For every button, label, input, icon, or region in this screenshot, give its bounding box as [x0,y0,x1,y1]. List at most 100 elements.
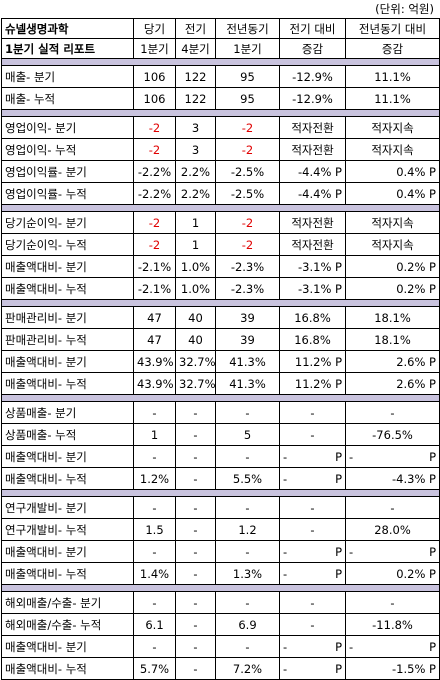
change-unit: P [335,661,342,676]
table-row: 매출액대비- 누적 5.7% -7.2% - P -1.5% P [1,657,440,680]
value-cell: 1.0% [175,255,216,278]
value-cell: - [175,562,216,585]
row-label: 해외매출/수출- 분기 [1,591,134,614]
change-cell: -3.1% P [279,277,346,300]
value-cell: -2 [215,211,280,234]
row-label: 연구개발비- 누적 [1,518,134,541]
report-title-line2: 1분기 실적 리포트 [1,38,134,59]
value-cell: 6.9 [215,613,280,636]
value-cell: 5.5% [215,467,280,490]
change-cell: -12.9% [279,65,346,88]
row-label: 영업이익률- 누적 [1,182,134,205]
unit-label: (단위: 억원) [375,2,434,16]
change-cell: 11.1% [345,65,440,88]
change-dash: - [283,471,288,486]
row-label: 연구개발비- 분기 [1,496,134,519]
separator-band [1,489,440,497]
group-separator [1,489,440,497]
value-cell: 5 [215,423,280,446]
value-cell: 106 [133,87,176,110]
change-cell: 28.0% [345,518,440,541]
value-cell: 5.7% [133,657,176,680]
change-cell: 11.2% P [279,350,346,373]
change-cell: -P [345,540,440,563]
row-label: 매출- 분기 [1,65,134,88]
value-cell: 6.1 [133,613,176,636]
row-label: 해외매출/수출- 누적 [1,613,134,636]
row-label: 매출액대비- 누적 [1,657,134,680]
group-separator [1,109,440,117]
value-cell: - [133,635,176,658]
table-row: 해외매출/수출- 누적 6.1-6.9- -11.8% [1,613,440,636]
report-title-line1: 슈넬생명과학 [1,18,134,39]
value-cell: - [175,467,216,490]
value-cell: 40 [175,306,216,329]
change-cell: - [279,496,346,519]
col-yoy-q-line2: 1분기 [215,38,280,59]
row-label: 당기순이익- 누적 [1,233,134,256]
value-cell: -2.1% [133,277,176,300]
row-label: 매출액대비- 분기 [1,350,134,373]
row-label: 매출액대비- 누적 [1,467,134,490]
value-cell: 1 [175,211,216,234]
group-separator [1,584,440,592]
change-cell: -1.5% P [345,657,440,680]
table-row: 영업이익- 누적 -2 3 -2 적자전환 적자지속 [1,138,440,161]
change-cell: -P [345,635,440,658]
row-label: 영업이익률- 분기 [1,160,134,183]
value-cell: -2.5% [215,160,280,183]
row-label: 매출액대비- 누적 [1,277,134,300]
value-cell: - [215,401,280,424]
value-cell: 106 [133,65,176,88]
change-cell: 0.4% P [345,160,440,183]
value-cell: 95 [215,87,280,110]
table-row: 매출액대비- 누적 1.2% -5.5% - P -4.3% P [1,467,440,490]
value-cell: 39 [215,328,280,351]
value-cell: -2.5% [215,182,280,205]
value-cell: 47 [133,328,176,351]
change-cell: 적자전환 [279,116,346,139]
change-cell: 적자지속 [345,116,440,139]
change-cell: 11.2% P [279,372,346,395]
change-cell: 적자지속 [345,211,440,234]
change-cell: 18.1% [345,328,440,351]
change-cell: 적자전환 [279,233,346,256]
table-row: 매출- 누적 106 122 95 -12.9% 11.1% [1,87,440,110]
table-row: 당기순이익- 누적 -2 1 -2 적자전환 적자지속 [1,233,440,256]
value-cell: 41.3% [215,350,280,373]
value-cell: 122 [175,65,216,88]
change-unit: P [429,639,436,654]
change-cell: - [279,613,346,636]
value-cell: - [215,496,280,519]
value-cell: 1.4% [133,562,176,585]
value-cell: 32.7% [175,350,216,373]
separator-band [1,299,440,307]
value-cell: - [175,518,216,541]
change-cell: -4.3% P [345,467,440,490]
row-label: 영업이익- 누적 [1,138,134,161]
earnings-table-body: 슈넬생명과학 당기 전기 전년동기 전기 대비 전년동기 대비 1분기 실적 리… [1,18,440,680]
value-cell: - [133,445,176,468]
value-cell: - [215,540,280,563]
table-row: 연구개발비- 분기 - - - - - [1,496,440,519]
change-dash: - [283,661,288,676]
change-cell: 적자전환 [279,138,346,161]
col-yoy-q-line1: 전년동기 [215,18,280,39]
change-dash: - [349,449,354,464]
change-cell: -4.4% P [279,160,346,183]
change-dash: - [283,449,288,464]
change-cell: - [279,518,346,541]
value-cell: 47 [133,306,176,329]
table-row: 매출액대비- 분기 - - - - P - P [1,540,440,563]
change-cell: -76.5% [345,423,440,446]
change-dash: - [349,544,354,559]
value-cell: - [175,591,216,614]
value-cell: - [175,613,216,636]
value-cell: 32.7% [175,372,216,395]
change-cell: 0.2% P [345,255,440,278]
value-cell: 41.3% [215,372,280,395]
change-cell: - [345,591,440,614]
value-cell: 40 [175,328,216,351]
header-row-1: 슈넬생명과학 당기 전기 전년동기 전기 대비 전년동기 대비 [1,18,440,39]
col-qoq-change-line2: 증감 [279,38,346,59]
